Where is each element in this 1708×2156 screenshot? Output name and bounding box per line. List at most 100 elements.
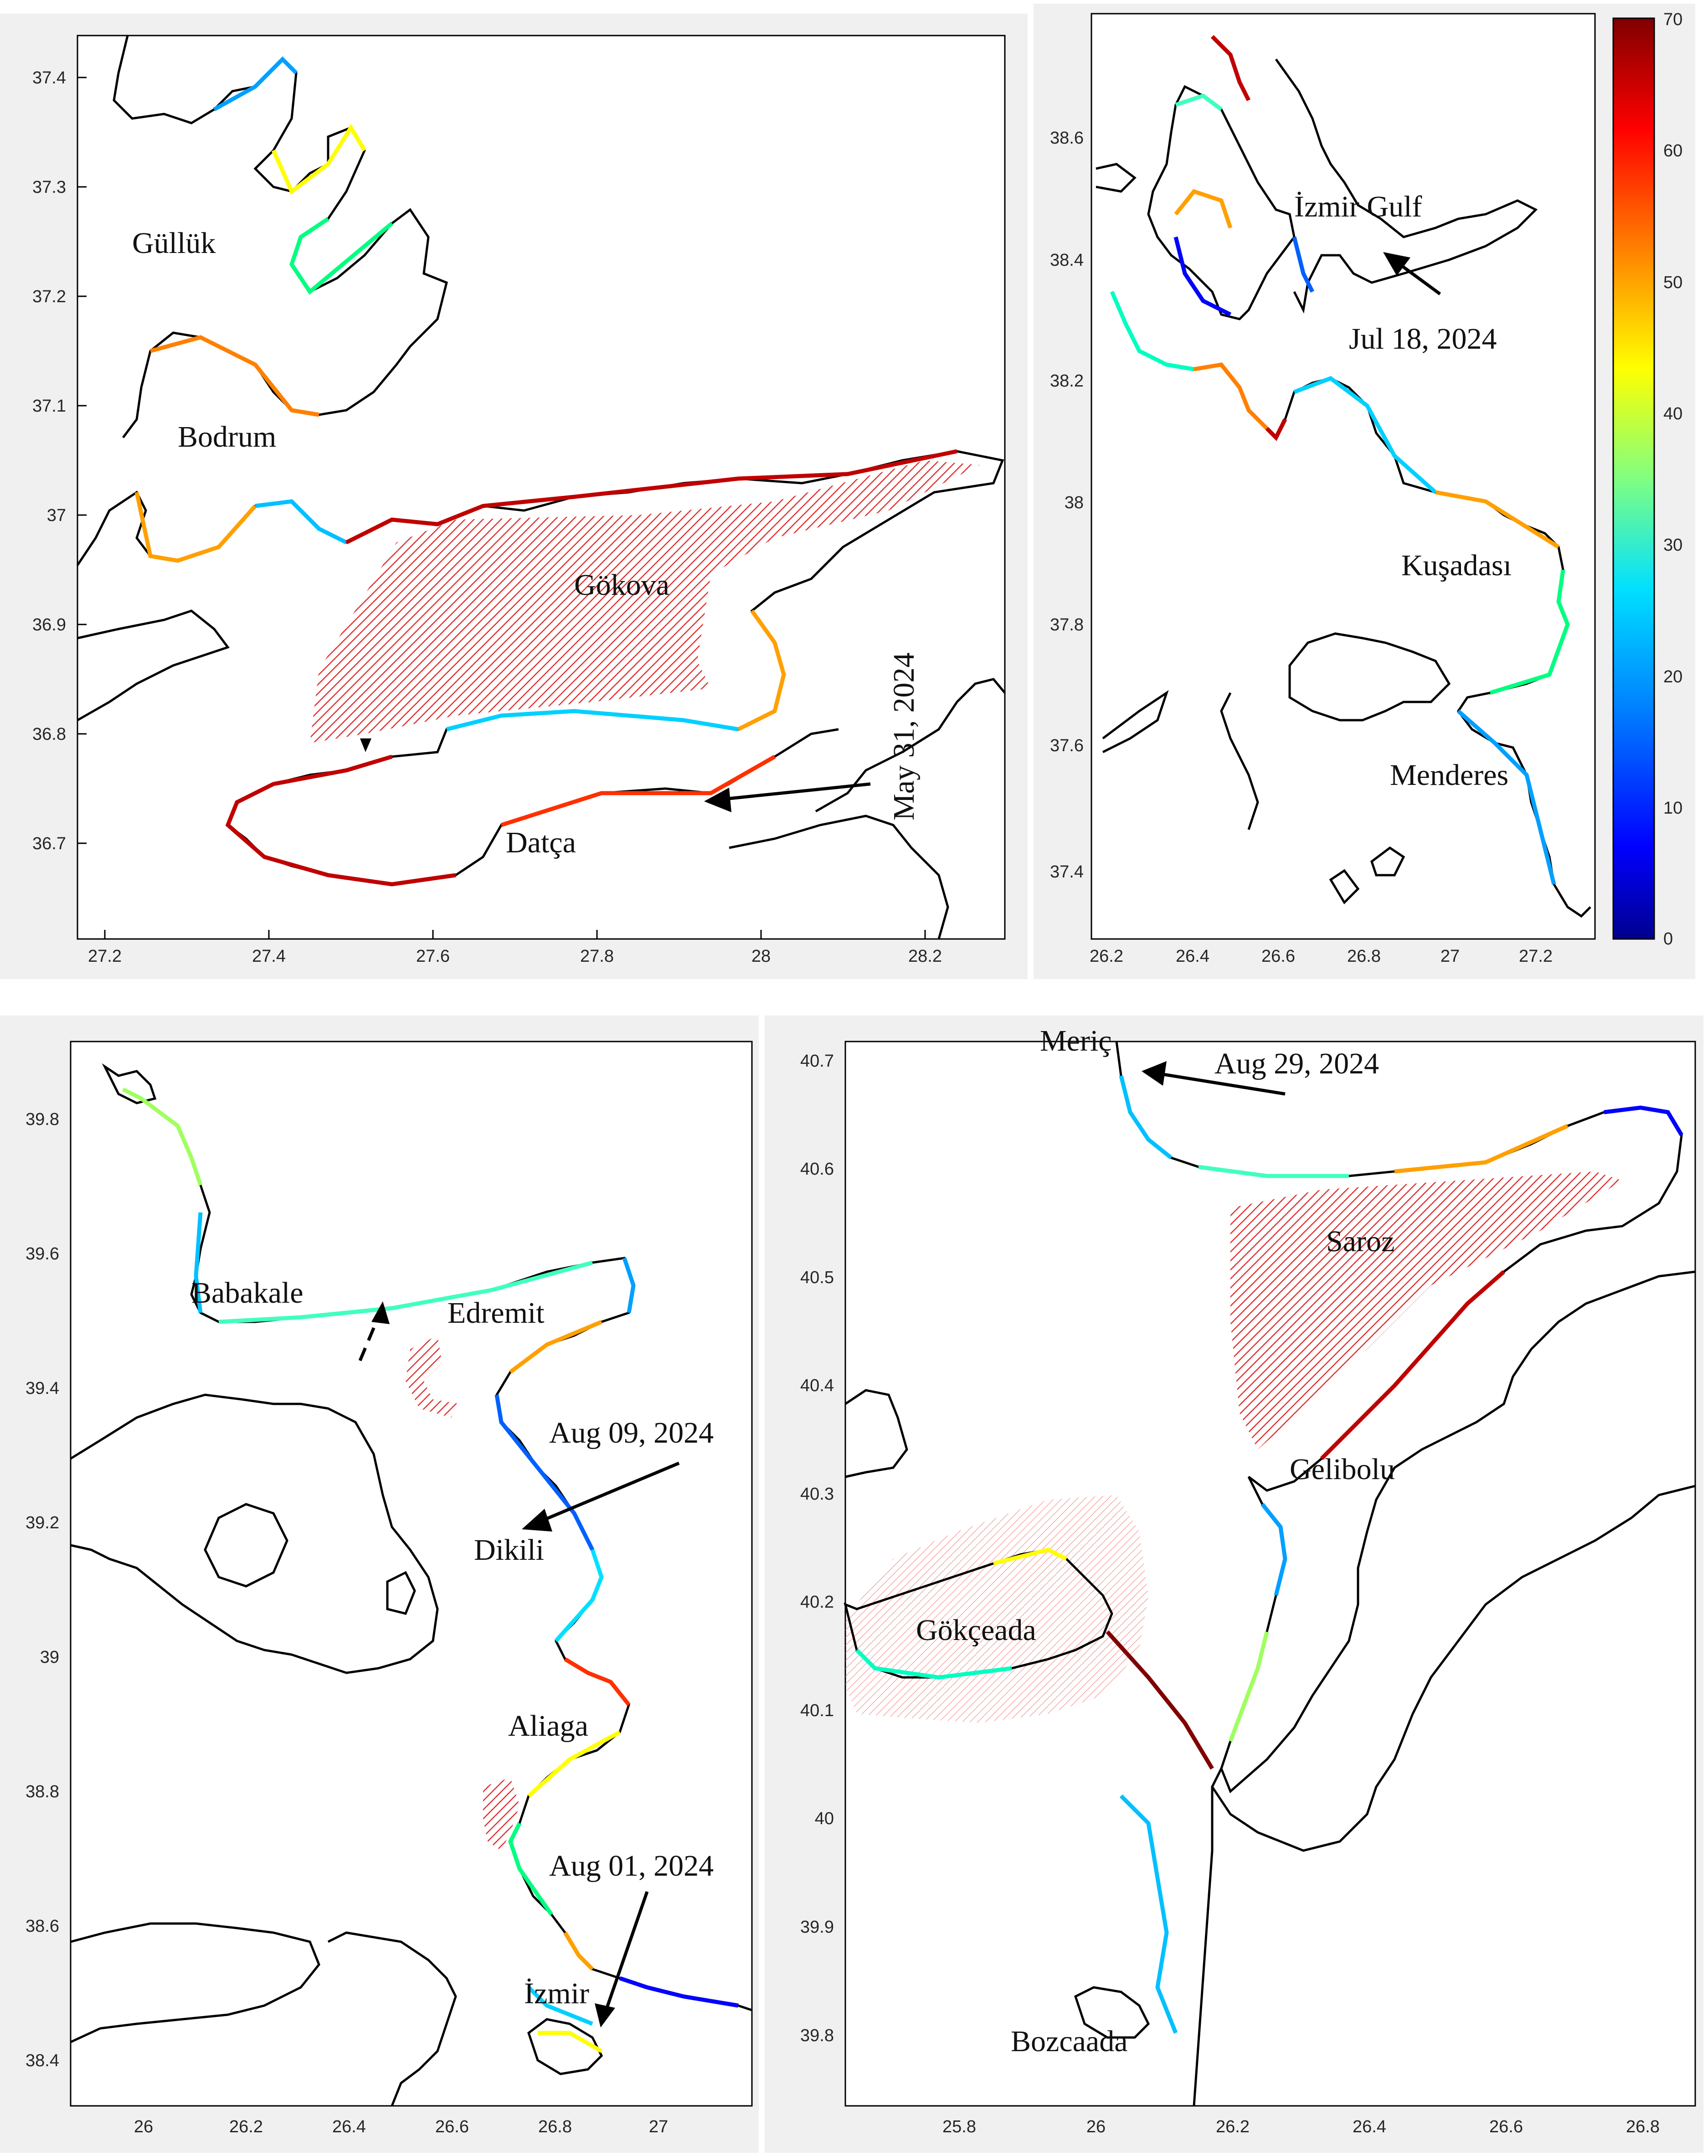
hatched-region-gokova (310, 460, 980, 743)
x-tick-label: 26.8 (1626, 2117, 1660, 2136)
colorbar-tick: 70 (1663, 10, 1682, 29)
y-tick-label: 38.8 (26, 1782, 59, 1801)
y-tick-label: 37.4 (1050, 862, 1084, 882)
x-tick-label: 28 (751, 947, 771, 966)
place-labels-top-left: Güllük Bodrum Gökova Datça (132, 227, 669, 859)
y-tick-label: 38.6 (26, 1917, 59, 1936)
x-tick-label: 26.4 (1176, 947, 1209, 966)
panel-bottom-left: 26 26.2 26.4 26.6 26.8 27 38.4 38.6 38.8… (26, 1041, 753, 2136)
x-tick-label: 25.8 (942, 2117, 976, 2136)
y-tick-label: 40.2 (800, 1593, 834, 1612)
arrow-aug-29 (1157, 1072, 1286, 1096)
place-label-meric: Meriç (1040, 1024, 1112, 1057)
y-tick-label: 36.9 (32, 615, 66, 634)
place-label-gokceada: Gökçeada (916, 1614, 1036, 1647)
panel-top-right: 0 10 20 30 40 50 60 70 26.2 26.4 26.6 26… (1050, 10, 1682, 966)
x-tick-label: 28.2 (908, 947, 942, 966)
arrowhead-icon (595, 2003, 615, 2027)
x-tick-label: 27.6 (416, 947, 450, 966)
colorbar-tick: 50 (1663, 273, 1682, 292)
x-tick-label: 26.6 (435, 2117, 469, 2136)
place-label-datca: Datça (506, 826, 576, 859)
y-tick-label: 39.2 (26, 1513, 59, 1532)
y-tick-label: 39.8 (800, 2026, 834, 2045)
y-tick-label: 39.8 (26, 1110, 59, 1129)
x-tick-label: 27.4 (252, 947, 286, 966)
colored-track-top-left (134, 56, 957, 887)
colorbar-tick: 40 (1663, 404, 1682, 423)
x-tick-label: 27.2 (1519, 947, 1553, 966)
y-tick-label: 38.2 (1050, 371, 1084, 391)
y-tick-label: 39.6 (26, 1244, 59, 1264)
y-tick-label: 39 (40, 1648, 59, 1667)
coastline-bottom-left (70, 1063, 752, 2106)
x-tick-label: 26.6 (1489, 2117, 1523, 2136)
place-labels-top-right: İzmir Gulf Kuşadası Menderes (1294, 190, 1512, 792)
colored-track-top-right (1110, 35, 1570, 885)
x-tick-label: 27.2 (88, 947, 122, 966)
place-label-aliaga: Aliaga (508, 1709, 588, 1743)
place-labels-bottom-left: Babakale Edremit Dikili Aliaga İzmir (191, 1276, 589, 2010)
date-label-aug-09: Aug 09, 2024 (549, 1416, 714, 1449)
date-label-may-31: May 31, 2024 (887, 653, 921, 820)
hatched-region-aliaga (483, 1778, 520, 1851)
y-tick-label: 36.8 (32, 725, 66, 744)
arrowhead-icon (371, 1301, 390, 1324)
colorbar-tick: 0 (1663, 929, 1673, 949)
place-label-dikili: Dikili (474, 1533, 544, 1567)
y-tick-labels-bottom-left: 38.4 38.6 38.8 39 39.2 39.4 39.6 39.8 (26, 1110, 59, 2070)
y-tick-label: 37.6 (1050, 736, 1084, 755)
x-tick-label: 26.4 (332, 2117, 366, 2136)
place-label-saroz: Saroz (1326, 1225, 1394, 1258)
panel-bottom-right: 25.8 26 26.2 26.4 26.6 26.8 39.8 39.9 40… (800, 1024, 1696, 2136)
place-label-bodrum: Bodrum (178, 420, 276, 454)
colorbar-tick: 20 (1663, 667, 1682, 686)
colored-track-bottom-right (855, 1075, 1683, 2034)
x-tick-label: 26.6 (1261, 947, 1295, 966)
date-label-jul-18: Jul 18, 2024 (1349, 322, 1497, 356)
colored-track-bottom-left (122, 1087, 739, 2053)
y-tick-label: 38.4 (26, 2051, 59, 2070)
y-tick-label: 40.7 (800, 1052, 834, 1071)
arrow-may-31 (715, 782, 871, 802)
arrowhead-icon (522, 1509, 552, 1532)
arrowhead-icon (1142, 1061, 1167, 1086)
x-tick-labels-top-left: 27.2 27.4 27.6 27.8 28 28.2 (88, 947, 942, 966)
place-label-gelibolu: Gelibolu (1290, 1453, 1395, 1486)
x-tick-label: 26.2 (1216, 2117, 1250, 2136)
dashed-arrow-edremit (358, 1316, 380, 1362)
y-tick-labels-bottom-right: 39.8 39.9 40 40.1 40.2 40.3 40.4 40.5 40… (800, 1052, 834, 2045)
y-tick-label: 38.6 (1050, 129, 1084, 148)
y-tick-label: 40.3 (800, 1485, 834, 1504)
x-tick-label: 27 (649, 2117, 668, 2136)
y-tick-label: 38.4 (1050, 251, 1084, 270)
y-tick-labels-top-left: 36.7 36.8 36.9 37 37.1 37.2 37.3 37.4 (32, 68, 66, 853)
y-tick-label: 40.1 (800, 1701, 834, 1720)
arrowhead-icon (704, 788, 731, 812)
place-label-gulluk: Güllük (132, 227, 216, 260)
y-tick-label: 37 (47, 506, 66, 525)
y-tick-label: 40 (815, 1809, 834, 1828)
y-tick-label: 36.7 (32, 834, 66, 853)
colorbar-tick: 10 (1663, 799, 1682, 818)
x-tick-labels-bottom-left: 26 26.2 26.4 26.6 26.8 27 (134, 2117, 668, 2136)
date-label-aug-01: Aug 01, 2024 (549, 1849, 714, 1883)
place-label-babakale: Babakale (191, 1276, 304, 1310)
colorbar (1612, 17, 1655, 940)
place-label-edremit: Edremit (448, 1296, 545, 1330)
x-tick-labels-top-right: 26.2 26.4 26.6 26.8 27 27.2 (1090, 947, 1553, 966)
y-tick-label: 40.5 (800, 1268, 834, 1287)
x-tick-label: 27 (1440, 947, 1460, 966)
x-tick-labels-bottom-right: 25.8 26 26.2 26.4 26.6 26.8 (942, 2117, 1660, 2136)
place-label-bozcaada: Bozcaada (1011, 2025, 1128, 2058)
date-label-aug-29: Aug 29, 2024 (1214, 1047, 1379, 1080)
hatched-region-saroz (1230, 1171, 1622, 1449)
place-label-gokova: Gökova (574, 568, 669, 602)
y-tick-label: 39.4 (26, 1379, 59, 1398)
y-tick-labels-top-right: 37.4 37.6 37.8 38 38.2 38.4 38.6 (1050, 129, 1084, 882)
x-tick-label: 26.2 (229, 2117, 263, 2136)
colorbar-tick-labels: 0 10 20 30 40 50 60 70 (1663, 10, 1682, 949)
x-tick-label: 27.8 (580, 947, 614, 966)
x-tick-label: 26.8 (1347, 947, 1381, 966)
